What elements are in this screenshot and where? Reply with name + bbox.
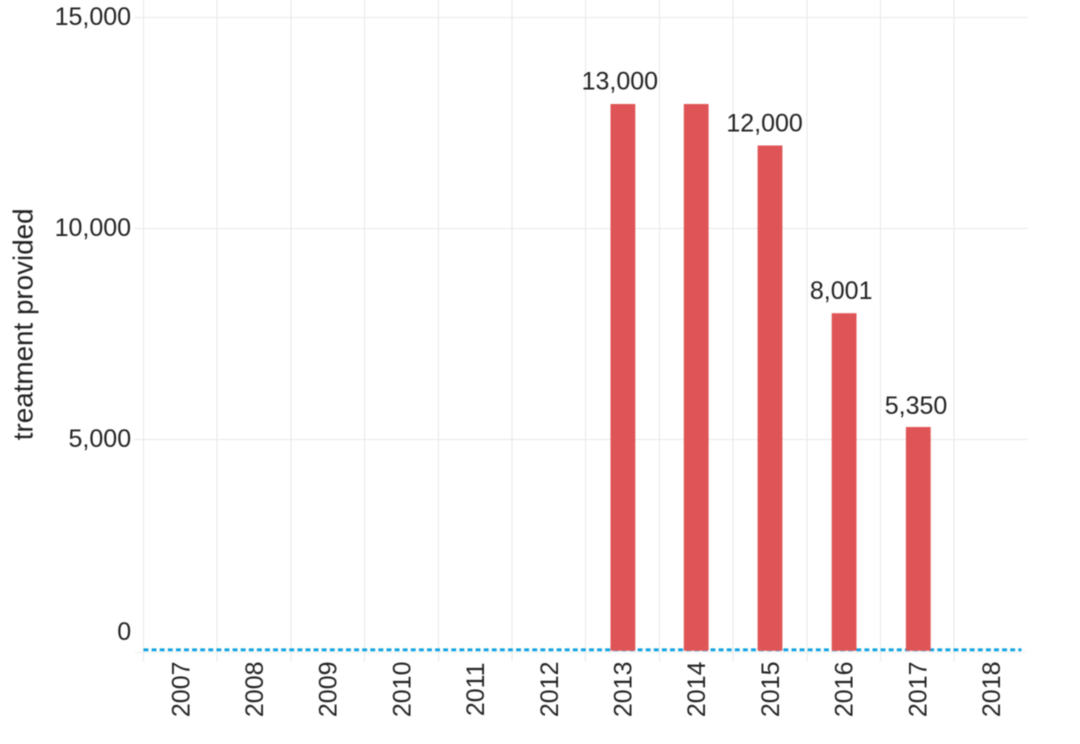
svg-text:5,000: 5,000 — [69, 425, 132, 453]
svg-text:8,001: 8,001 — [810, 277, 873, 305]
svg-text:13,000: 13,000 — [582, 67, 658, 95]
svg-text:2011: 2011 — [462, 662, 490, 716]
svg-text:15,000: 15,000 — [55, 3, 131, 31]
svg-text:2013: 2013 — [610, 661, 638, 717]
svg-text:treatment provided: treatment provided — [8, 208, 39, 440]
svg-text:2017: 2017 — [904, 661, 932, 717]
svg-text:2018: 2018 — [978, 661, 1006, 717]
svg-text:2016: 2016 — [831, 661, 859, 717]
svg-text:5,350: 5,350 — [885, 392, 948, 420]
svg-text:12,000: 12,000 — [726, 110, 802, 138]
svg-text:2012: 2012 — [536, 661, 564, 717]
svg-text:2014: 2014 — [683, 661, 711, 717]
svg-text:2015: 2015 — [757, 661, 785, 717]
svg-text:2009: 2009 — [315, 661, 343, 717]
svg-text:2010: 2010 — [388, 661, 416, 717]
svg-text:10,000: 10,000 — [55, 214, 131, 242]
svg-text:0: 0 — [117, 618, 131, 646]
svg-text:2008: 2008 — [241, 661, 269, 717]
svg-text:2007: 2007 — [167, 661, 195, 717]
